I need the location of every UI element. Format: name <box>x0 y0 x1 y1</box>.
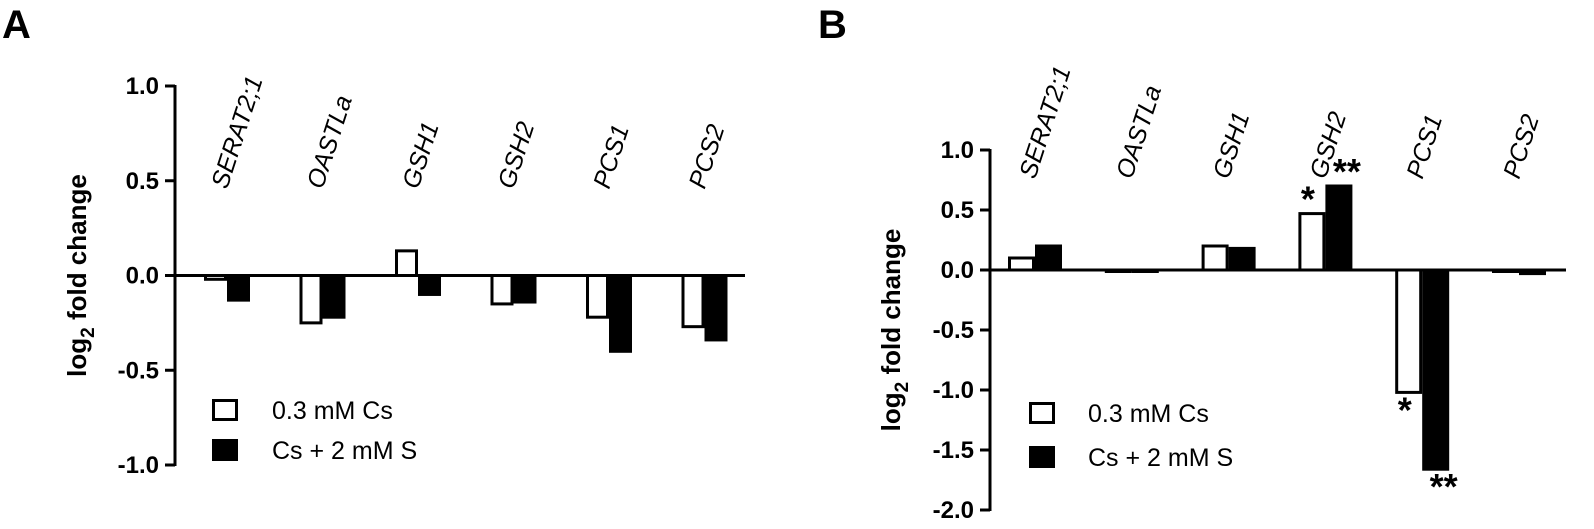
y-tick-label: -1.0 <box>118 452 159 479</box>
bar-pcs1-series-2 <box>609 274 632 353</box>
legend-swatch-2 <box>212 439 238 461</box>
bar-oastla-series-2 <box>322 274 346 319</box>
category-label: GSH2 <box>493 118 541 191</box>
legend-label-1: 0.3 mM Cs <box>1088 400 1209 428</box>
bar-gsh1-series-1 <box>395 249 418 278</box>
category-label: SERAT2;1 <box>206 73 269 192</box>
legend-label-2: Cs + 2 mM S <box>1088 444 1233 472</box>
category-label: SERAT2;1 <box>1014 63 1077 182</box>
y-tick-label: 0.5 <box>941 197 974 224</box>
y-tick-label: -1.5 <box>933 437 974 464</box>
significance-marker: * <box>1398 389 1412 430</box>
panel-b: B SERAT2;1 OASTLa GSH1 GSH2 PCS1 PCS21.00.50.… <box>818 3 1566 524</box>
y-tick-label: 0.0 <box>126 263 159 290</box>
bar-gsh2-series-1 <box>490 274 514 306</box>
bar-gsh2-series-1 <box>1298 212 1326 272</box>
legend-label-1: 0.3 mM Cs <box>272 397 393 425</box>
bar-pcs1-series-2 <box>1422 268 1450 471</box>
y-axis-label: log2 fold change <box>876 229 913 432</box>
y-tick-label: -1.0 <box>933 377 974 404</box>
legend-swatch-1 <box>1029 402 1055 424</box>
bar-serat21-series-1 <box>1008 256 1035 272</box>
significance-marker: ** <box>1430 466 1458 507</box>
bar-gsh2-series-2 <box>1325 184 1353 272</box>
bar-pcs1-series-1 <box>1395 268 1423 394</box>
bar-pcs2-series-2 <box>704 274 728 342</box>
category-label: PCS1 <box>1401 111 1448 182</box>
category-label: GSH1 <box>397 118 445 191</box>
legend-label-2: Cs + 2 mM S <box>272 437 417 465</box>
bar-serat21-series-2 <box>227 274 250 302</box>
legend: 0.3 mM Cs Cs + 2 mM S <box>212 397 417 465</box>
y-tick-label: -2.0 <box>933 497 974 524</box>
panel-label-a: A <box>2 3 31 47</box>
y-tick-label: -0.5 <box>933 317 974 344</box>
category-label: PCS1 <box>588 121 635 192</box>
panel-a: A SERAT2;1 OASTLa GSH1 GSH2 PCS1 PCS2 1.0 0.5 0.… <box>2 3 745 479</box>
bar-gsh2-series-2 <box>513 274 537 304</box>
legend: 0.3 mM Cs Cs + 2 mM S <box>1029 400 1233 472</box>
significance-marker: ** <box>1333 151 1361 192</box>
category-label: OASTLa <box>302 92 358 192</box>
bar-oastla-series-1 <box>299 274 323 325</box>
bar-gsh1-series-2 <box>1228 246 1256 272</box>
category-label: GSH1 <box>1208 108 1256 181</box>
y-tick-label: 1.0 <box>941 137 974 164</box>
bar-serat21-series-2 <box>1035 244 1062 272</box>
y-tick-label: 0.5 <box>126 168 159 195</box>
y-axis-label: log2 fold change <box>62 174 99 377</box>
category-label: OASTLa <box>1111 82 1167 182</box>
y-tick-label: 1.0 <box>126 73 159 100</box>
category-label: PCS2 <box>1498 111 1545 182</box>
significance-marker: * <box>1301 179 1315 220</box>
y-tick-label: 0.0 <box>941 257 974 284</box>
category-label: PCS2 <box>684 121 731 192</box>
bar-pcs2-series-1 <box>681 274 705 329</box>
bar-gsh1-series-1 <box>1201 244 1229 272</box>
y-tick-label: -0.5 <box>118 357 159 384</box>
panel-label-b: B <box>818 3 847 47</box>
legend-swatch-2 <box>1029 446 1055 468</box>
bar-gsh1-series-2 <box>418 274 441 296</box>
legend-swatch-1 <box>212 399 238 421</box>
bar-pcs1-series-1 <box>586 274 609 319</box>
